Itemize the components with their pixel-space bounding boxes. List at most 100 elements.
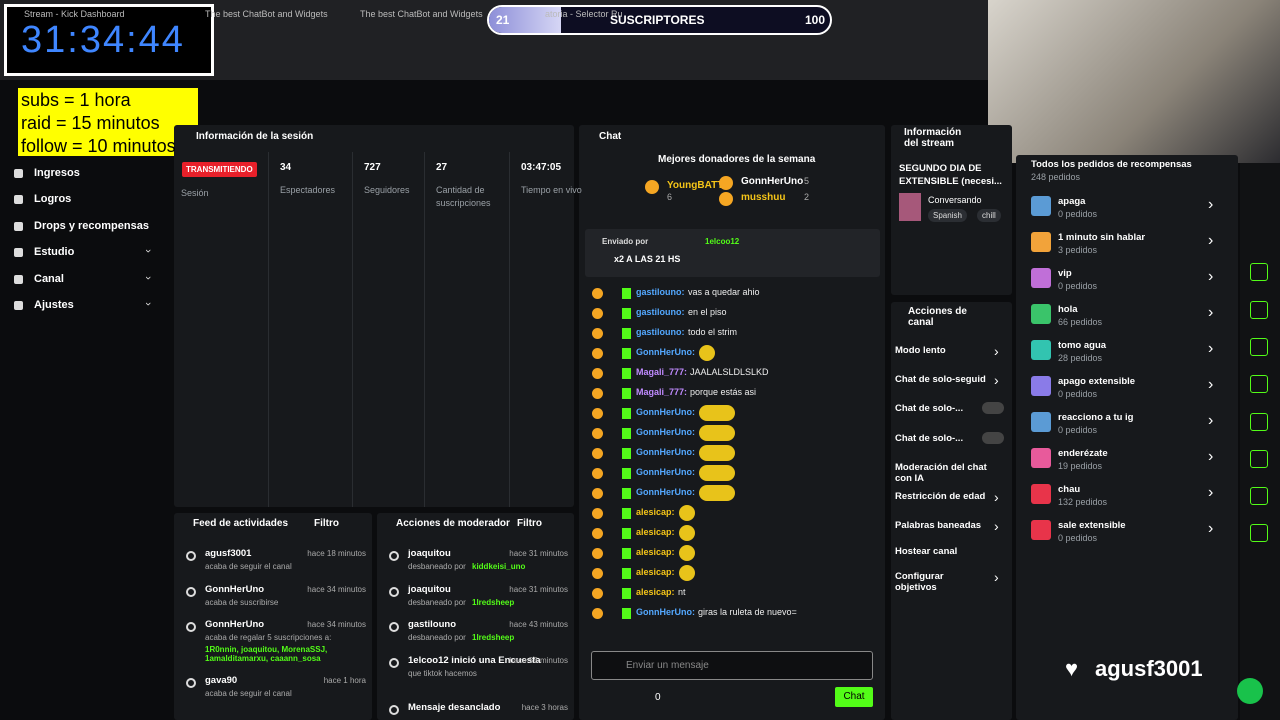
chat-user[interactable]: GonnHerUno: bbox=[636, 447, 695, 457]
toggle[interactable] bbox=[982, 402, 1004, 414]
chat-user[interactable]: alesicap: bbox=[636, 527, 675, 537]
stat-label: Tiempo en vivo bbox=[521, 185, 582, 195]
reward-name[interactable]: vip bbox=[1058, 268, 1072, 279]
chat-user[interactable]: GonnHerUno: bbox=[636, 347, 695, 357]
side-icon[interactable] bbox=[1250, 263, 1268, 281]
reward-name[interactable]: sale extensible bbox=[1058, 520, 1126, 531]
sidebar-icon[interactable] bbox=[14, 169, 23, 178]
reward-name[interactable]: enderézate bbox=[1058, 448, 1108, 459]
action-item[interactable]: Chat de solo-... bbox=[895, 403, 964, 414]
chevron: › bbox=[994, 372, 999, 388]
feed-time: hace 1 hora bbox=[323, 676, 366, 685]
sidebar-icon[interactable] bbox=[14, 248, 23, 257]
feed-time: hace 31 minutos bbox=[509, 549, 568, 558]
stat-label: Sesión bbox=[181, 188, 209, 198]
feed-icon bbox=[389, 705, 399, 715]
action-item[interactable]: Chat de solo-... bbox=[895, 433, 964, 444]
chat-user[interactable]: alesicap: bbox=[636, 567, 675, 577]
browser-tab[interactable]: The best ChatBot and Widgets bbox=[360, 9, 483, 19]
side-icon[interactable] bbox=[1250, 338, 1268, 356]
sidebar-item[interactable]: Canal bbox=[34, 273, 64, 285]
chat-user[interactable]: alesicap: bbox=[636, 507, 675, 517]
reward-icon bbox=[1031, 232, 1051, 252]
divider bbox=[268, 152, 269, 507]
badge bbox=[622, 568, 631, 579]
action-item[interactable]: Palabras baneadas bbox=[895, 520, 982, 531]
chat-user[interactable]: Magali_777: bbox=[636, 367, 688, 377]
reward-name[interactable]: hola bbox=[1058, 304, 1078, 315]
sidebar-icon[interactable] bbox=[14, 275, 23, 284]
feed-icon bbox=[186, 551, 196, 561]
reward-name[interactable]: reacciono a tu ig bbox=[1058, 412, 1134, 423]
filter[interactable]: Filtro bbox=[517, 518, 542, 529]
badge bbox=[622, 588, 631, 599]
chat-user[interactable]: gastilouno: bbox=[636, 307, 685, 317]
rule-text: follow = 10 minutos bbox=[21, 136, 176, 156]
sidebar-item[interactable]: Ingresos bbox=[34, 167, 80, 179]
send-button[interactable]: Chat bbox=[835, 687, 873, 707]
feed-text: desbaneado por bbox=[408, 562, 466, 571]
sidebar-item[interactable]: Estudio bbox=[34, 246, 75, 258]
chat-user[interactable]: GonnHerUno: bbox=[636, 407, 695, 417]
badge bbox=[622, 548, 631, 559]
browser-tab[interactable]: Stream - Kick Dashboard bbox=[24, 9, 125, 19]
input-placeholder[interactable]: Enviar un mensaje bbox=[626, 660, 709, 671]
chat-user[interactable]: GonnHerUno: bbox=[636, 427, 695, 437]
feed-text: que tiktok hacemos bbox=[408, 669, 477, 678]
panel-title: Acciones de canal bbox=[908, 306, 967, 328]
action-item[interactable]: Hostear canal bbox=[895, 546, 958, 557]
thumb bbox=[899, 193, 921, 221]
feed-user: joaquitou bbox=[408, 584, 451, 595]
chat-text: todo el strim bbox=[688, 327, 738, 337]
stream-title: SEGUNDO DIA DE EXTENSIBLE (necesi... bbox=[899, 163, 1002, 187]
reward-name[interactable]: apaga bbox=[1058, 196, 1086, 207]
rewards-title: Todos los pedidos de recompensas bbox=[1031, 159, 1192, 170]
side-icon[interactable] bbox=[1250, 487, 1268, 505]
reward-name[interactable]: apago extensible bbox=[1058, 376, 1136, 387]
filter[interactable]: Filtro bbox=[314, 518, 339, 529]
feed-text: acaba de seguir el canal bbox=[205, 562, 292, 571]
action-item[interactable]: Chat de solo-seguid bbox=[895, 374, 986, 385]
action-item[interactable]: Modo lento bbox=[895, 345, 946, 356]
side-icon[interactable] bbox=[1250, 413, 1268, 431]
action-item[interactable]: Moderación del chat con IA bbox=[895, 462, 987, 484]
feed-icon bbox=[389, 587, 399, 597]
badge bbox=[592, 368, 603, 379]
chat-user[interactable]: alesicap: bbox=[636, 587, 675, 597]
browser-tab[interactable]: The best ChatBot and Widgets bbox=[205, 9, 328, 19]
chat-user[interactable]: gastilouno: bbox=[636, 287, 685, 297]
chat-user[interactable]: GonnHerUno: bbox=[636, 487, 695, 497]
side-icon[interactable] bbox=[1250, 450, 1268, 468]
chat-user[interactable]: Magali_777: bbox=[636, 387, 688, 397]
browser-tab[interactable]: atoria - Selector Ru bbox=[545, 9, 623, 19]
sidebar-item[interactable]: Logros bbox=[34, 193, 72, 205]
reward-name[interactable]: 1 minuto sin hablar bbox=[1058, 232, 1146, 243]
sidebar-item[interactable]: Ajustes bbox=[34, 299, 74, 311]
chevron: › bbox=[994, 518, 999, 534]
reward-name[interactable]: tomo agua bbox=[1058, 340, 1107, 351]
help-button[interactable] bbox=[1237, 678, 1263, 704]
chat-user[interactable]: GonnHerUno: bbox=[636, 467, 695, 477]
feed-text: acaba de regalar 5 suscripciones a: bbox=[205, 633, 332, 642]
side-icon[interactable] bbox=[1250, 524, 1268, 542]
sidebar-icon[interactable] bbox=[14, 222, 23, 231]
badge bbox=[622, 448, 631, 459]
chat-user[interactable]: alesicap: bbox=[636, 547, 675, 557]
emote bbox=[699, 425, 735, 441]
side-icon[interactable] bbox=[1250, 375, 1268, 393]
action-item[interactable]: Configurar objetivos bbox=[895, 571, 944, 593]
toggle[interactable] bbox=[982, 432, 1004, 444]
chat-user[interactable]: gastilouno: bbox=[636, 327, 685, 337]
stat-value: 727 bbox=[364, 162, 381, 173]
side-icon[interactable] bbox=[1250, 301, 1268, 319]
action-item[interactable]: Restricción de edad bbox=[895, 491, 986, 502]
chat-user[interactable]: GonnHerUno: bbox=[636, 607, 695, 617]
chevron: › bbox=[141, 249, 154, 253]
sidebar-icon[interactable] bbox=[14, 195, 23, 204]
badge bbox=[622, 408, 631, 419]
badge bbox=[592, 528, 603, 539]
reward-name[interactable]: chau bbox=[1058, 484, 1081, 495]
chevron: › bbox=[1208, 196, 1214, 213]
sidebar-item[interactable]: Drops y recompensas bbox=[34, 220, 149, 232]
sidebar-icon[interactable] bbox=[14, 301, 23, 310]
